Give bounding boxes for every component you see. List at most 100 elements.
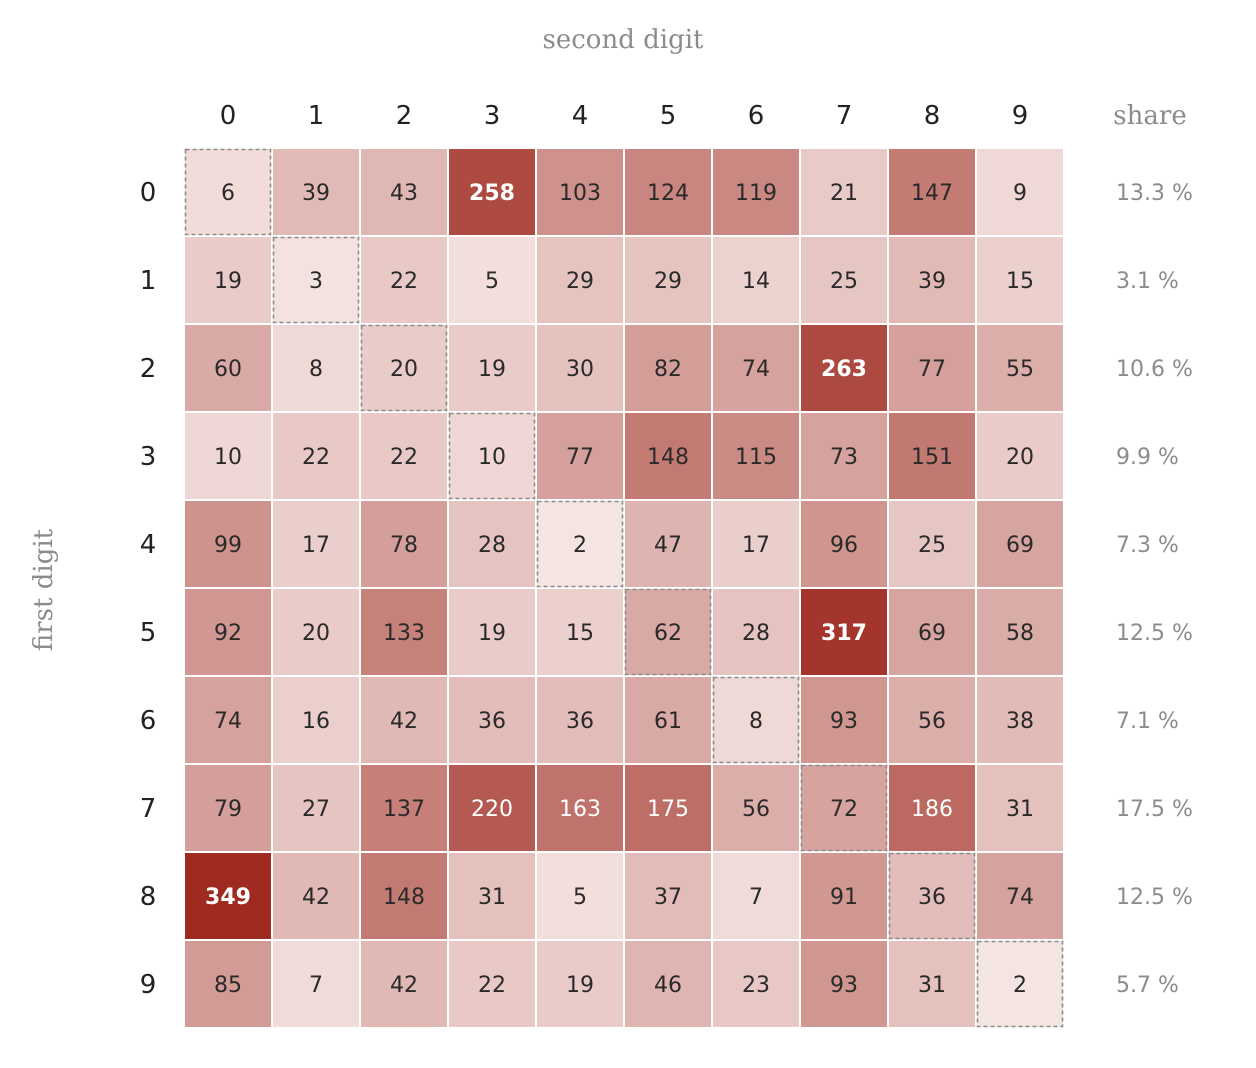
cell-label-9-3: 22: [478, 973, 506, 998]
cell-4-6: [713, 501, 799, 587]
cell-7-0: [185, 765, 271, 851]
cell-9-5: [625, 941, 711, 1027]
diagonal-outline-9: [976, 940, 1064, 1028]
cell-2-3: [449, 325, 535, 411]
cell-8-5: [625, 853, 711, 939]
y-tick-labels: 0 1 2 3 4 5 6 7 8 9: [140, 178, 157, 1000]
x-tick-0: 0: [220, 101, 237, 131]
cell-label-8-8: 36: [918, 885, 946, 910]
cell-7-9: [977, 765, 1063, 851]
cell-label-0-7: 21: [830, 181, 858, 206]
cell-0-7: [801, 149, 887, 235]
cell-label-6-2: 42: [390, 709, 418, 734]
cell-label-4-2: 78: [390, 533, 418, 558]
cell-label-8-3: 31: [478, 885, 506, 910]
cell-label-4-4: 2: [573, 533, 587, 558]
cell-3-2: [361, 413, 447, 499]
cell-label-1-9: 15: [1006, 269, 1034, 294]
cell-4-1: [273, 501, 359, 587]
cell-4-7: [801, 501, 887, 587]
cell-label-8-4: 5: [573, 885, 587, 910]
diagonal-outline-5: [624, 588, 712, 676]
cell-label-5-2: 133: [383, 621, 425, 646]
share-value-7: 17.5 %: [1116, 797, 1193, 822]
cell-0-8: [889, 149, 975, 235]
cell-label-2-0: 60: [214, 357, 242, 382]
x-tick-2: 2: [396, 101, 413, 131]
diagonal-outline-7: [800, 764, 888, 852]
cell-label-1-2: 22: [390, 269, 418, 294]
y-tick-9: 9: [140, 970, 157, 1000]
cell-0-1: [273, 149, 359, 235]
cell-3-4: [537, 413, 623, 499]
cell-2-4: [537, 325, 623, 411]
cell-label-2-2: 20: [390, 357, 418, 382]
x-tick-9: 9: [1012, 101, 1029, 131]
cell-7-7: [801, 765, 887, 851]
share-value-1: 3.1 %: [1116, 269, 1179, 294]
cell-label-0-3: 258: [469, 181, 515, 206]
cell-9-3: [449, 941, 535, 1027]
diagonal-outline-2: [360, 324, 448, 412]
diagonal-outline-3: [448, 412, 536, 500]
cell-label-7-4: 163: [559, 797, 601, 822]
cell-5-1: [273, 589, 359, 675]
cell-4-3: [449, 501, 535, 587]
cell-label-7-2: 137: [383, 797, 425, 822]
cell-label-2-7: 263: [821, 357, 867, 382]
cell-4-5: [625, 501, 711, 587]
cell-7-4: [537, 765, 623, 851]
cell-8-6: [713, 853, 799, 939]
y-tick-5: 5: [140, 618, 157, 648]
cell-label-1-8: 39: [918, 269, 946, 294]
y-tick-4: 4: [140, 530, 157, 560]
cell-9-4: [537, 941, 623, 1027]
cell-label-8-9: 74: [1006, 885, 1034, 910]
cell-label-9-9: 2: [1013, 973, 1027, 998]
cell-label-3-4: 77: [566, 445, 594, 470]
cell-label-2-5: 82: [654, 357, 682, 382]
cell-2-5: [625, 325, 711, 411]
cell-5-2: [361, 589, 447, 675]
cell-label-5-5: 62: [654, 621, 682, 646]
cell-label-5-9: 58: [1006, 621, 1034, 646]
cell-8-7: [801, 853, 887, 939]
cell-label-6-6: 8: [749, 709, 763, 734]
share-value-5: 12.5 %: [1116, 621, 1193, 646]
heatmap-cells: 6 39 43 258 103 124 119 21 147 919 3 22 5 29 29 14 25 39 1…: [184, 148, 1064, 1028]
cell-label-2-6: 74: [742, 357, 770, 382]
cell-label-3-9: 20: [1006, 445, 1034, 470]
cell-9-0: [185, 941, 271, 1027]
y-tick-8: 8: [140, 882, 157, 912]
cell-1-0: [185, 237, 271, 323]
diagonal-outline-1: [272, 236, 360, 324]
cell-3-6: [713, 413, 799, 499]
cell-3-9: [977, 413, 1063, 499]
cell-label-4-3: 28: [478, 533, 506, 558]
share-value-9: 5.7 %: [1116, 973, 1179, 998]
cell-label-7-9: 31: [1006, 797, 1034, 822]
cell-2-8: [889, 325, 975, 411]
cell-label-1-0: 19: [214, 269, 242, 294]
x-tick-labels: 0 1 2 3 4 5 6 7 8 9: [220, 101, 1029, 131]
cell-label-7-3: 220: [471, 797, 513, 822]
cell-label-8-0: 349: [205, 885, 251, 910]
cell-label-9-4: 19: [566, 973, 594, 998]
cell-8-4: [537, 853, 623, 939]
cell-9-7: [801, 941, 887, 1027]
x-tick-4: 4: [572, 101, 589, 131]
cell-6-0: [185, 677, 271, 763]
cell-5-7: [801, 589, 887, 675]
cell-label-6-5: 61: [654, 709, 682, 734]
cell-label-9-8: 31: [918, 973, 946, 998]
cell-label-6-3: 36: [478, 709, 506, 734]
x-tick-6: 6: [748, 101, 765, 131]
share-value-8: 12.5 %: [1116, 885, 1193, 910]
cell-label-1-4: 29: [566, 269, 594, 294]
cell-label-9-0: 85: [214, 973, 242, 998]
diagonal-outline-6: [712, 676, 800, 764]
cell-label-7-0: 79: [214, 797, 242, 822]
cell-6-3: [449, 677, 535, 763]
cell-label-5-3: 19: [478, 621, 506, 646]
cell-4-2: [361, 501, 447, 587]
